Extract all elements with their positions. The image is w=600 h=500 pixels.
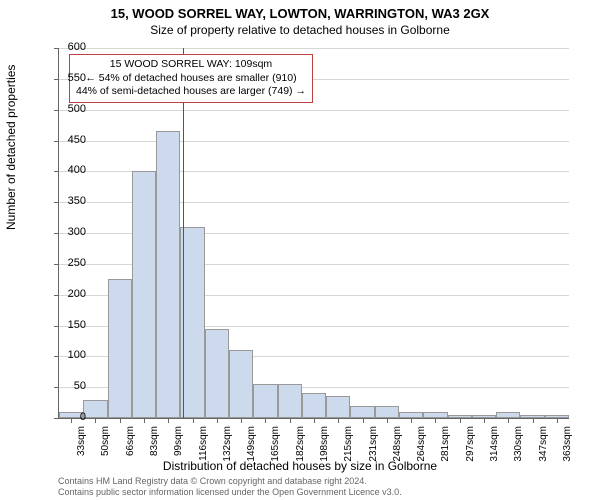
xtick-label: 66sqm bbox=[125, 426, 136, 476]
ytick-label: 0 bbox=[46, 411, 86, 423]
xtick-label: 50sqm bbox=[100, 426, 111, 476]
xtick-mark bbox=[193, 418, 194, 423]
property-marker-line bbox=[183, 48, 184, 418]
xtick-mark bbox=[387, 418, 388, 423]
xtick-mark bbox=[508, 418, 509, 423]
gridline bbox=[59, 141, 569, 142]
plot-area: 15 WOOD SORREL WAY: 109sqm← 54% of detac… bbox=[58, 48, 569, 419]
xtick-mark bbox=[95, 418, 96, 423]
ytick-label: 350 bbox=[46, 195, 86, 207]
ytick-label: 500 bbox=[46, 103, 86, 115]
footer-line2: Contains public sector information licen… bbox=[58, 487, 402, 498]
ytick-label: 150 bbox=[46, 319, 86, 331]
xtick-mark bbox=[460, 418, 461, 423]
histogram-bar bbox=[156, 131, 180, 418]
xtick-mark bbox=[144, 418, 145, 423]
footer-line1: Contains HM Land Registry data © Crown c… bbox=[58, 476, 402, 487]
xtick-label: 83sqm bbox=[149, 426, 160, 476]
xtick-label: 215sqm bbox=[343, 426, 354, 476]
xtick-mark bbox=[557, 418, 558, 423]
histogram-bar bbox=[375, 406, 399, 418]
xtick-label: 33sqm bbox=[76, 426, 87, 476]
xtick-mark bbox=[435, 418, 436, 423]
xtick-mark bbox=[241, 418, 242, 423]
xtick-label: 149sqm bbox=[246, 426, 257, 476]
histogram-bar bbox=[83, 400, 107, 419]
xtick-mark bbox=[217, 418, 218, 423]
xtick-label: 347sqm bbox=[538, 426, 549, 476]
xtick-mark bbox=[411, 418, 412, 423]
histogram-bar bbox=[302, 393, 326, 418]
histogram-bar bbox=[253, 384, 277, 418]
footer-attribution: Contains HM Land Registry data © Crown c… bbox=[58, 476, 402, 498]
histogram-bar bbox=[108, 279, 132, 418]
xtick-label: 281sqm bbox=[440, 426, 451, 476]
xtick-mark bbox=[363, 418, 364, 423]
ytick-label: 300 bbox=[46, 226, 86, 238]
ytick-label: 250 bbox=[46, 257, 86, 269]
xtick-label: 330sqm bbox=[513, 426, 524, 476]
xtick-label: 132sqm bbox=[222, 426, 233, 476]
xtick-label: 297sqm bbox=[465, 426, 476, 476]
xtick-mark bbox=[120, 418, 121, 423]
xtick-mark bbox=[290, 418, 291, 423]
ytick-label: 550 bbox=[46, 72, 86, 84]
title-main: 15, WOOD SORREL WAY, LOWTON, WARRINGTON,… bbox=[0, 0, 600, 21]
ytick-label: 400 bbox=[46, 164, 86, 176]
xtick-mark bbox=[338, 418, 339, 423]
ytick-label: 200 bbox=[46, 288, 86, 300]
xtick-mark bbox=[533, 418, 534, 423]
xtick-label: 116sqm bbox=[198, 426, 209, 476]
histogram-bar bbox=[350, 406, 374, 418]
xtick-label: 248sqm bbox=[392, 426, 403, 476]
annotation-line2: ← 54% of detached houses are smaller (91… bbox=[76, 72, 306, 86]
ytick-label: 450 bbox=[46, 134, 86, 146]
xtick-label: 231sqm bbox=[368, 426, 379, 476]
annotation-box: 15 WOOD SORREL WAY: 109sqm← 54% of detac… bbox=[69, 54, 313, 103]
title-sub: Size of property relative to detached ho… bbox=[0, 21, 600, 37]
xtick-mark bbox=[265, 418, 266, 423]
xtick-mark bbox=[314, 418, 315, 423]
histogram-bar bbox=[205, 329, 229, 418]
xtick-mark bbox=[168, 418, 169, 423]
xtick-label: 165sqm bbox=[270, 426, 281, 476]
y-axis-label: Number of detached properties bbox=[4, 65, 18, 230]
histogram-bar bbox=[132, 171, 156, 418]
xtick-label: 264sqm bbox=[416, 426, 427, 476]
histogram-bar bbox=[326, 396, 350, 418]
xtick-label: 314sqm bbox=[489, 426, 500, 476]
xtick-label: 363sqm bbox=[562, 426, 573, 476]
xtick-label: 198sqm bbox=[319, 426, 330, 476]
xtick-label: 182sqm bbox=[295, 426, 306, 476]
ytick-label: 600 bbox=[46, 41, 86, 53]
histogram-bar bbox=[278, 384, 302, 418]
histogram-bar bbox=[229, 350, 253, 418]
ytick-label: 50 bbox=[46, 380, 86, 392]
gridline bbox=[59, 48, 569, 49]
ytick-label: 100 bbox=[46, 349, 86, 361]
xtick-mark bbox=[484, 418, 485, 423]
histogram-bar bbox=[180, 227, 204, 418]
xtick-label: 99sqm bbox=[173, 426, 184, 476]
gridline bbox=[59, 110, 569, 111]
annotation-line3: 44% of semi-detached houses are larger (… bbox=[76, 85, 306, 99]
annotation-line1: 15 WOOD SORREL WAY: 109sqm bbox=[76, 58, 306, 72]
